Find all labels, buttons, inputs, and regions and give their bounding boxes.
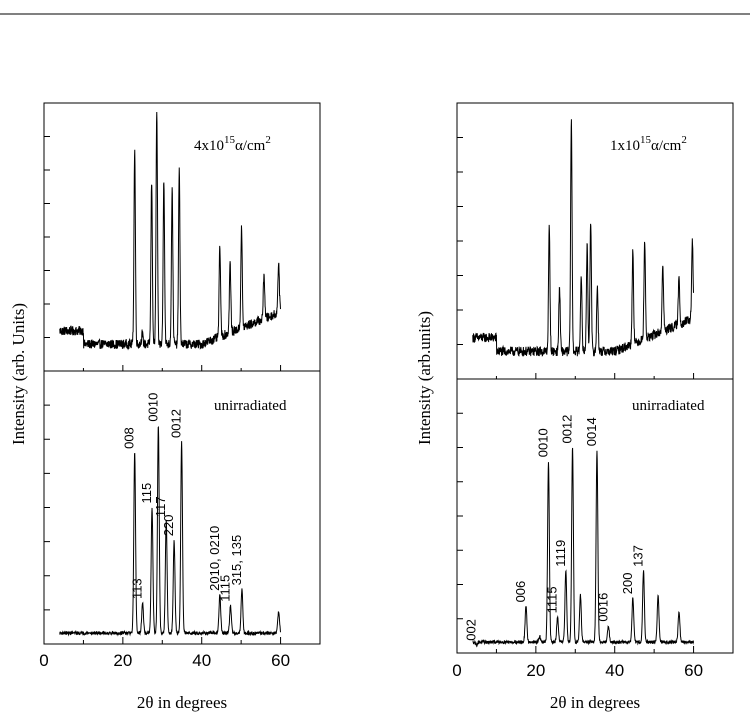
x-tick-label: 40 [192,651,211,670]
left-lower-panel-label: unirradiated [214,398,287,414]
left-traces [59,112,281,637]
peak-label: 137 [630,545,645,567]
x-tick-label: 60 [684,661,703,680]
x-tick-label: 20 [113,651,132,670]
left-trace-irradiated [59,112,281,351]
peak-label: 006 [513,581,528,603]
peak-label: 220 [161,515,176,537]
peak-label: 2010, 0210 [207,526,222,591]
left-ticks [43,136,321,644]
x-tick-label: 40 [605,661,624,680]
left-upper-dose-label: 4x1015α/cm2 [194,134,271,154]
peak-label: 315, 135 [229,535,244,586]
right-upper-frame [456,102,734,380]
peak-label: 0010 [535,428,550,457]
left-y-axis-label: Intensity (arb. Units) [9,303,28,445]
x-tick-label: 60 [271,651,290,670]
right-x-tick-labels: 0 20 40 60 [452,661,703,680]
peak-label: 0012 [560,415,575,444]
right-ticks [456,137,734,653]
x-tick-label: 0 [39,651,48,670]
right-trace-irradiated [472,119,694,357]
x-tick-label: 20 [526,661,545,680]
peak-label: 115 [139,483,154,504]
right-traces [472,119,694,648]
left-trace-unirradiated [59,425,281,637]
right-upper-dose-label: 1x1015α/cm2 [610,134,687,154]
peak-label: 002 [464,619,479,641]
peak-label: 008 [122,427,137,449]
right-trace-unirradiated [472,447,694,648]
right-lower-panel-label: unirradiated [632,398,705,414]
peak-label: 1119 [553,540,568,567]
left-x-axis-label: 2θ in degrees [137,693,227,712]
right-peak-labels: 002 006 0010 1115 1119 0012 0014 0016 200 137 [464,415,646,641]
peak-label: 117 [153,496,168,517]
peak-label: 200 [620,572,635,594]
left-upper-frame [43,102,321,372]
peak-label: 0012 [169,409,184,438]
peak-label: 0010 [145,393,160,422]
right-panel: 002 006 0010 1115 1119 0012 0014 0016 200 137 0 20… [415,102,734,712]
peak-label: 1115 [217,575,232,602]
peak-label: 113 [130,578,145,599]
peak-label: 1115 [545,586,560,613]
peak-label: 0016 [595,593,610,622]
peak-label: 0014 [584,417,599,446]
left-x-tick-labels: 0 20 40 60 [39,651,290,670]
right-x-axis-label: 2θ in degrees [550,693,640,712]
x-tick-label: 0 [452,661,461,680]
right-y-axis-label: Intensity (arb.units) [415,311,434,445]
